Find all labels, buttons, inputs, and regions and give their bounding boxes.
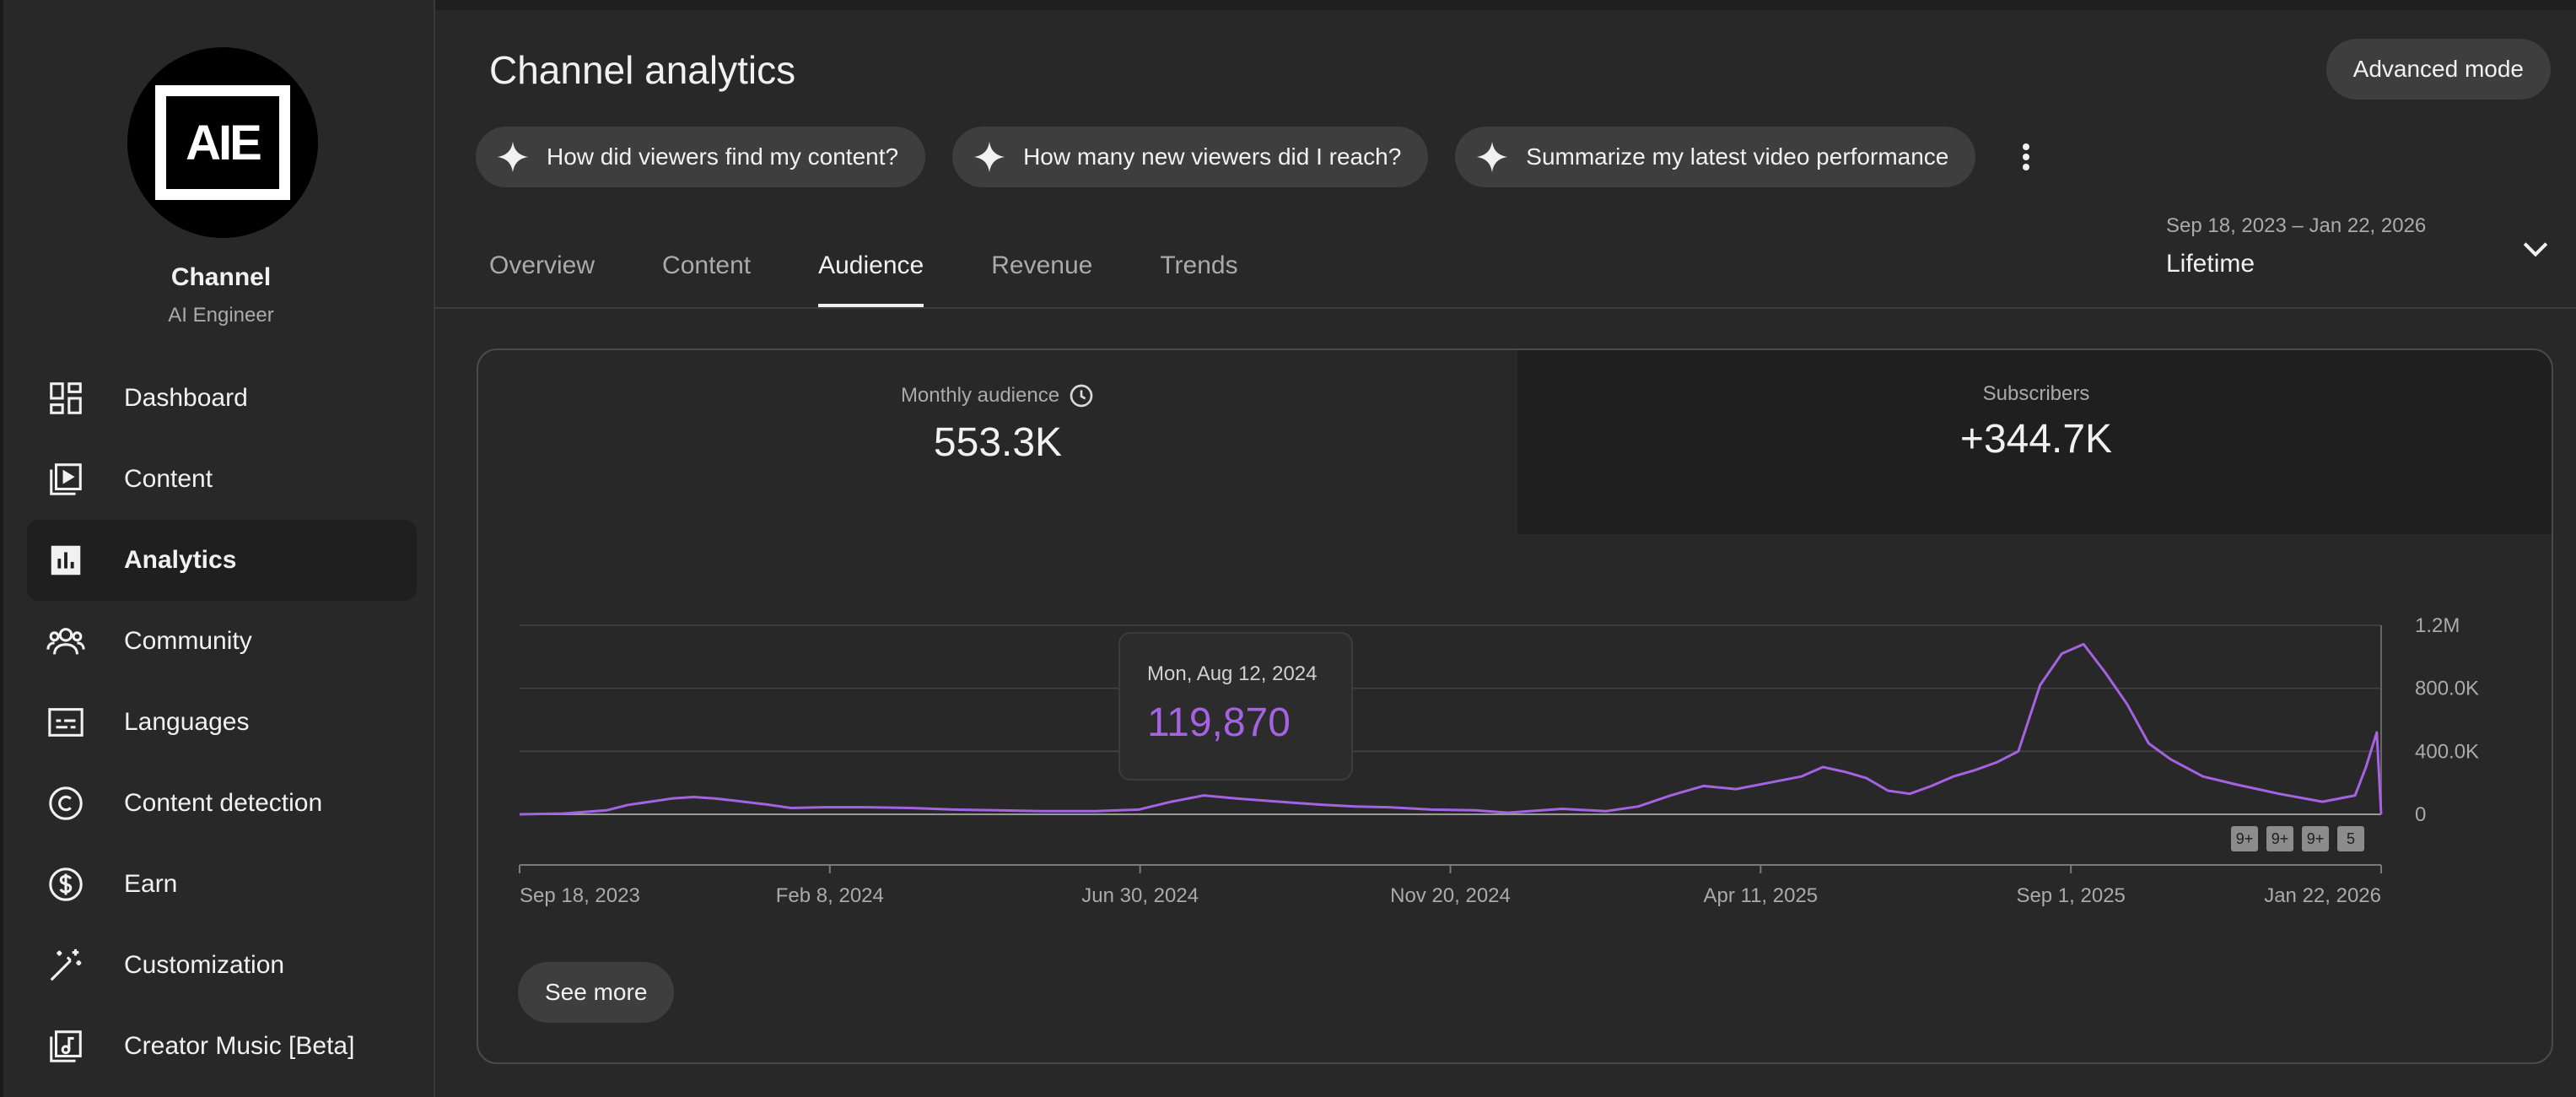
- sidebar-item-community[interactable]: Community: [27, 601, 417, 682]
- sidebar-item-dashboard[interactable]: Dashboard: [27, 358, 417, 439]
- more-options-button[interactable]: [2002, 127, 2050, 187]
- date-range-dates: Sep 18, 2023 – Jan 22, 2026: [2166, 214, 2427, 237]
- sidebar-item-content[interactable]: Content: [27, 439, 417, 520]
- tooltip-value: 119,870: [1147, 700, 1291, 745]
- metric-monthly-audience[interactable]: Monthly audience 553.3K: [478, 350, 1517, 534]
- x-tick-label: Apr 11, 2025: [1704, 884, 1819, 907]
- suggestion-chip[interactable]: How did viewers find my content?: [476, 127, 926, 187]
- tooltip-date: Mon, Aug 12, 2024: [1147, 662, 1318, 685]
- music-library-icon: [46, 1026, 86, 1067]
- tab-revenue[interactable]: Revenue: [991, 251, 1093, 279]
- suggestion-chip-label: Summarize my latest video performance: [1526, 143, 1949, 170]
- y-tick-label: 400.0K: [2415, 740, 2479, 763]
- tab-trends[interactable]: Trends: [1160, 251, 1238, 279]
- suggestion-chip[interactable]: How many new viewers did I reach?: [952, 127, 1429, 187]
- analytics-icon: [46, 540, 86, 581]
- tab-content[interactable]: Content: [662, 251, 752, 279]
- tab-bar: Overview Content Audience Revenue Trends: [489, 221, 1238, 307]
- metric-label: Monthly audience: [478, 382, 1517, 409]
- magic-wand-icon: [46, 945, 86, 986]
- suggestion-chip-label: How did viewers find my content?: [547, 143, 899, 170]
- sidebar-item-languages[interactable]: Languages: [27, 682, 417, 763]
- audience-card: Monthly audience 553.3K Subscribers +344…: [477, 349, 2553, 1064]
- suggestion-chip-label: How many new viewers did I reach?: [1023, 143, 1402, 170]
- subscribers-chart[interactable]: 0 400.0K 800.0K 1.2M Sep 18, 2023 Feb 8, 2024…: [478, 350, 2553, 1064]
- avatar-logo: AIE: [155, 85, 290, 200]
- annotation-badge[interactable]: 9+: [2266, 826, 2293, 851]
- sidebar-item-label: Dashboard: [124, 384, 248, 412]
- subtitles-icon: [46, 702, 86, 743]
- annotation-badge[interactable]: 5: [2337, 826, 2364, 851]
- sidebar-item-label: Languages: [124, 708, 250, 736]
- channel-name: Channel: [170, 263, 272, 291]
- x-tick-label: Feb 8, 2024: [776, 884, 884, 907]
- sidebar: AIE Channel AI Engineer Dashboard Conten…: [0, 0, 435, 1097]
- sidebar-item-label: Content detection: [124, 789, 323, 817]
- sidebar-item-earn[interactable]: Earn: [27, 844, 417, 925]
- sidebar-nav: Dashboard Content Analytics Community La…: [27, 358, 417, 1087]
- sidebar-item-customization[interactable]: Customization: [27, 925, 417, 1006]
- more-vert-icon: [2023, 143, 2030, 170]
- y-tick-label: 1.2M: [2415, 614, 2460, 637]
- tabs-divider: [435, 307, 2576, 309]
- advanced-mode-button[interactable]: Advanced mode: [2325, 39, 2551, 100]
- x-tick-label: Jun 30, 2024: [1081, 884, 1199, 907]
- content-icon: [46, 459, 86, 500]
- page-title: Channel analytics: [489, 48, 796, 92]
- sidebar-item-label: Content: [124, 465, 213, 493]
- metric-label: Subscribers: [1517, 382, 2552, 406]
- dollar-icon: [46, 864, 86, 905]
- chevron-down-icon: [2523, 242, 2548, 257]
- sidebar-item-label: Creator Music [Beta]: [124, 1032, 355, 1060]
- x-tick-label: Nov 20, 2024: [1390, 884, 1511, 907]
- annotation-badge[interactable]: 9+: [2302, 826, 2329, 851]
- annotation-badges: 9+ 9+ 9+ 5: [2231, 826, 2364, 851]
- x-tick-label: Sep 1, 2025: [2016, 884, 2125, 907]
- metric-value: 553.3K: [933, 420, 1063, 465]
- metric-label-text: Subscribers: [1982, 382, 2090, 405]
- top-strip: [0, 0, 2576, 10]
- date-range-selector[interactable]: Sep 18, 2023 – Jan 22, 2026 Lifetime: [2166, 214, 2554, 282]
- sidebar-item-label: Community: [124, 627, 252, 655]
- suggestion-chip[interactable]: Summarize my latest video performance: [1455, 127, 1976, 187]
- tab-audience[interactable]: Audience: [818, 221, 924, 307]
- channel-avatar[interactable]: AIE: [127, 47, 318, 238]
- metric-label-text: Monthly audience: [900, 384, 1060, 407]
- avatar-logo-text: AIE: [186, 115, 262, 170]
- annotation-badge[interactable]: 9+: [2231, 826, 2258, 851]
- sidebar-item-label: Customization: [124, 951, 285, 979]
- sidebar-item-label: Analytics: [124, 546, 237, 574]
- channel-handle: AI Engineer: [168, 304, 274, 327]
- sparkle-icon: [1476, 141, 1508, 173]
- tab-overview[interactable]: Overview: [489, 251, 595, 279]
- dashboard-icon: [46, 378, 86, 419]
- metric-subscribers[interactable]: Subscribers +344.7K: [1517, 350, 2552, 534]
- sidebar-item-creator-music[interactable]: Creator Music [Beta]: [27, 1006, 417, 1087]
- y-tick-label: 800.0K: [2415, 678, 2479, 700]
- date-range-label: Lifetime: [2166, 250, 2255, 278]
- see-more-button[interactable]: See more: [518, 962, 675, 1023]
- metric-value: +344.7K: [1959, 417, 2113, 462]
- sparkle-icon: [973, 141, 1005, 173]
- y-tick-label: 0: [2415, 803, 2426, 826]
- sparkle-icon: [497, 141, 529, 173]
- series-line: [519, 642, 2383, 816]
- sidebar-item-label: Earn: [124, 870, 178, 898]
- sidebar-item-content-detection[interactable]: Content detection: [27, 763, 417, 844]
- chart-tooltip: Mon, Aug 12, 2024 119,870: [1118, 632, 1353, 781]
- suggestion-chips: How did viewers find my content? How man…: [476, 127, 2050, 187]
- x-tick-label: Jan 22, 2026: [2264, 884, 2381, 907]
- x-tick-label: Sep 18, 2023: [520, 884, 640, 907]
- clock-icon: [1070, 384, 1093, 408]
- copyright-icon: [46, 783, 86, 824]
- community-icon: [46, 621, 86, 662]
- sidebar-item-analytics[interactable]: Analytics: [27, 520, 417, 601]
